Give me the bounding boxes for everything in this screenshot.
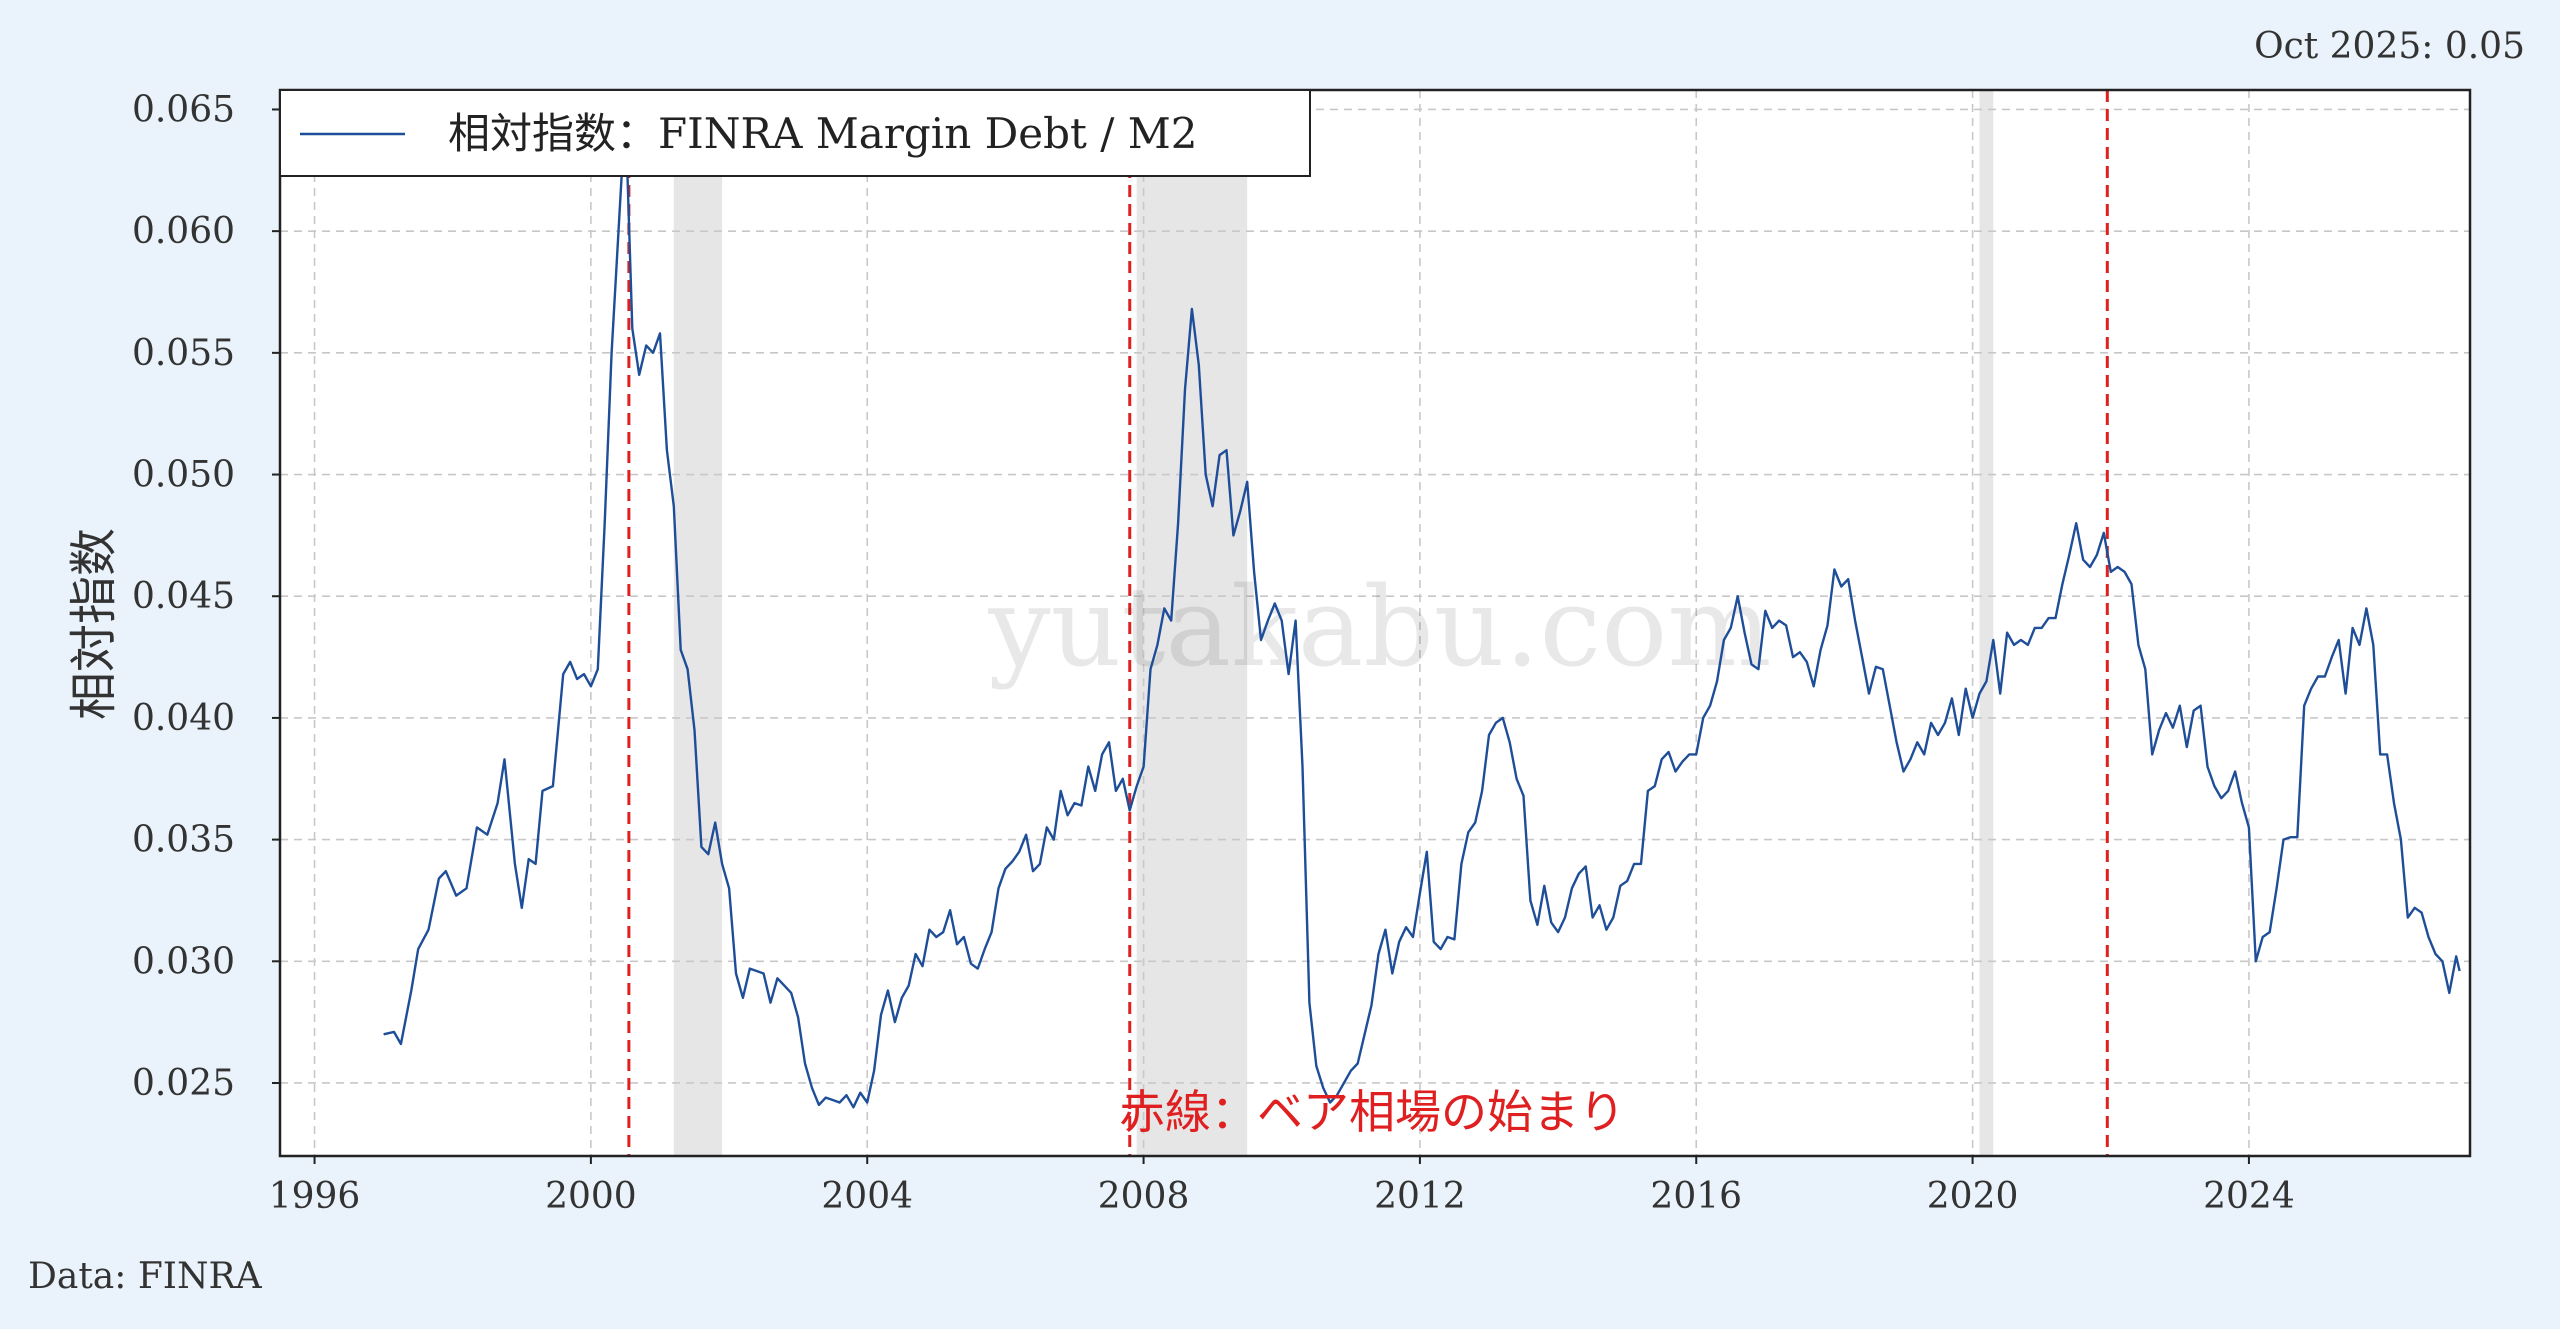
y-tick-label: 0.050: [132, 455, 235, 496]
bear-start-lines: [627, 90, 2109, 1156]
x-tick-label: 2000: [545, 1176, 637, 1217]
x-axis-ticks: 1996 2000 2004 2008 2012 2016 2020 2024: [269, 1156, 2295, 1217]
y-tick-label: 0.030: [132, 941, 235, 982]
latest-value-note: Oct 2025: 0.05: [2254, 26, 2525, 67]
y-axis-ticks: 0.025 0.030 0.035 0.040 0.045 0.050 0.055 0.060…: [132, 89, 280, 1104]
y-tick-label: 0.060: [132, 211, 235, 252]
x-tick-label: 2008: [1098, 1176, 1190, 1217]
recession-band: [1979, 90, 1994, 1156]
y-tick-label: 0.065: [132, 89, 235, 130]
source-note: Data: FINRA: [28, 1256, 263, 1297]
watermark-text: yutakabu.com: [987, 563, 1771, 691]
x-tick-label: 2012: [1374, 1176, 1466, 1217]
x-tick-label: 2020: [1927, 1176, 2019, 1217]
y-tick-label: 0.045: [132, 576, 235, 617]
plot-frame: [278, 88, 2472, 1158]
recession-shading: [673, 90, 1994, 1156]
x-tick-label: 1996: [269, 1176, 361, 1217]
recession-band: [673, 90, 723, 1156]
legend-label: 相対指数：FINRA Margin Debt / M2: [448, 109, 1198, 158]
legend: 相対指数：FINRA Margin Debt / M2: [279, 89, 1311, 177]
series-line: [383, 108, 2461, 1109]
x-tick-label: 2016: [1650, 1176, 1742, 1217]
x-tick-label: 2004: [821, 1176, 913, 1217]
x-tick-label: 2024: [2203, 1176, 2295, 1217]
bear-annotation: 赤線：ベア相場の始まり: [1119, 1085, 1625, 1139]
y-tick-label: 0.035: [132, 820, 235, 861]
y-tick-label: 0.055: [132, 333, 235, 374]
y-axis-label: 相対指数: [66, 528, 122, 720]
grid: [280, 90, 2470, 1156]
y-tick-label: 0.040: [132, 698, 235, 739]
y-tick-label: 0.025: [132, 1063, 235, 1104]
legend-box: [279, 89, 1311, 177]
recession-band: [1136, 90, 1248, 1156]
